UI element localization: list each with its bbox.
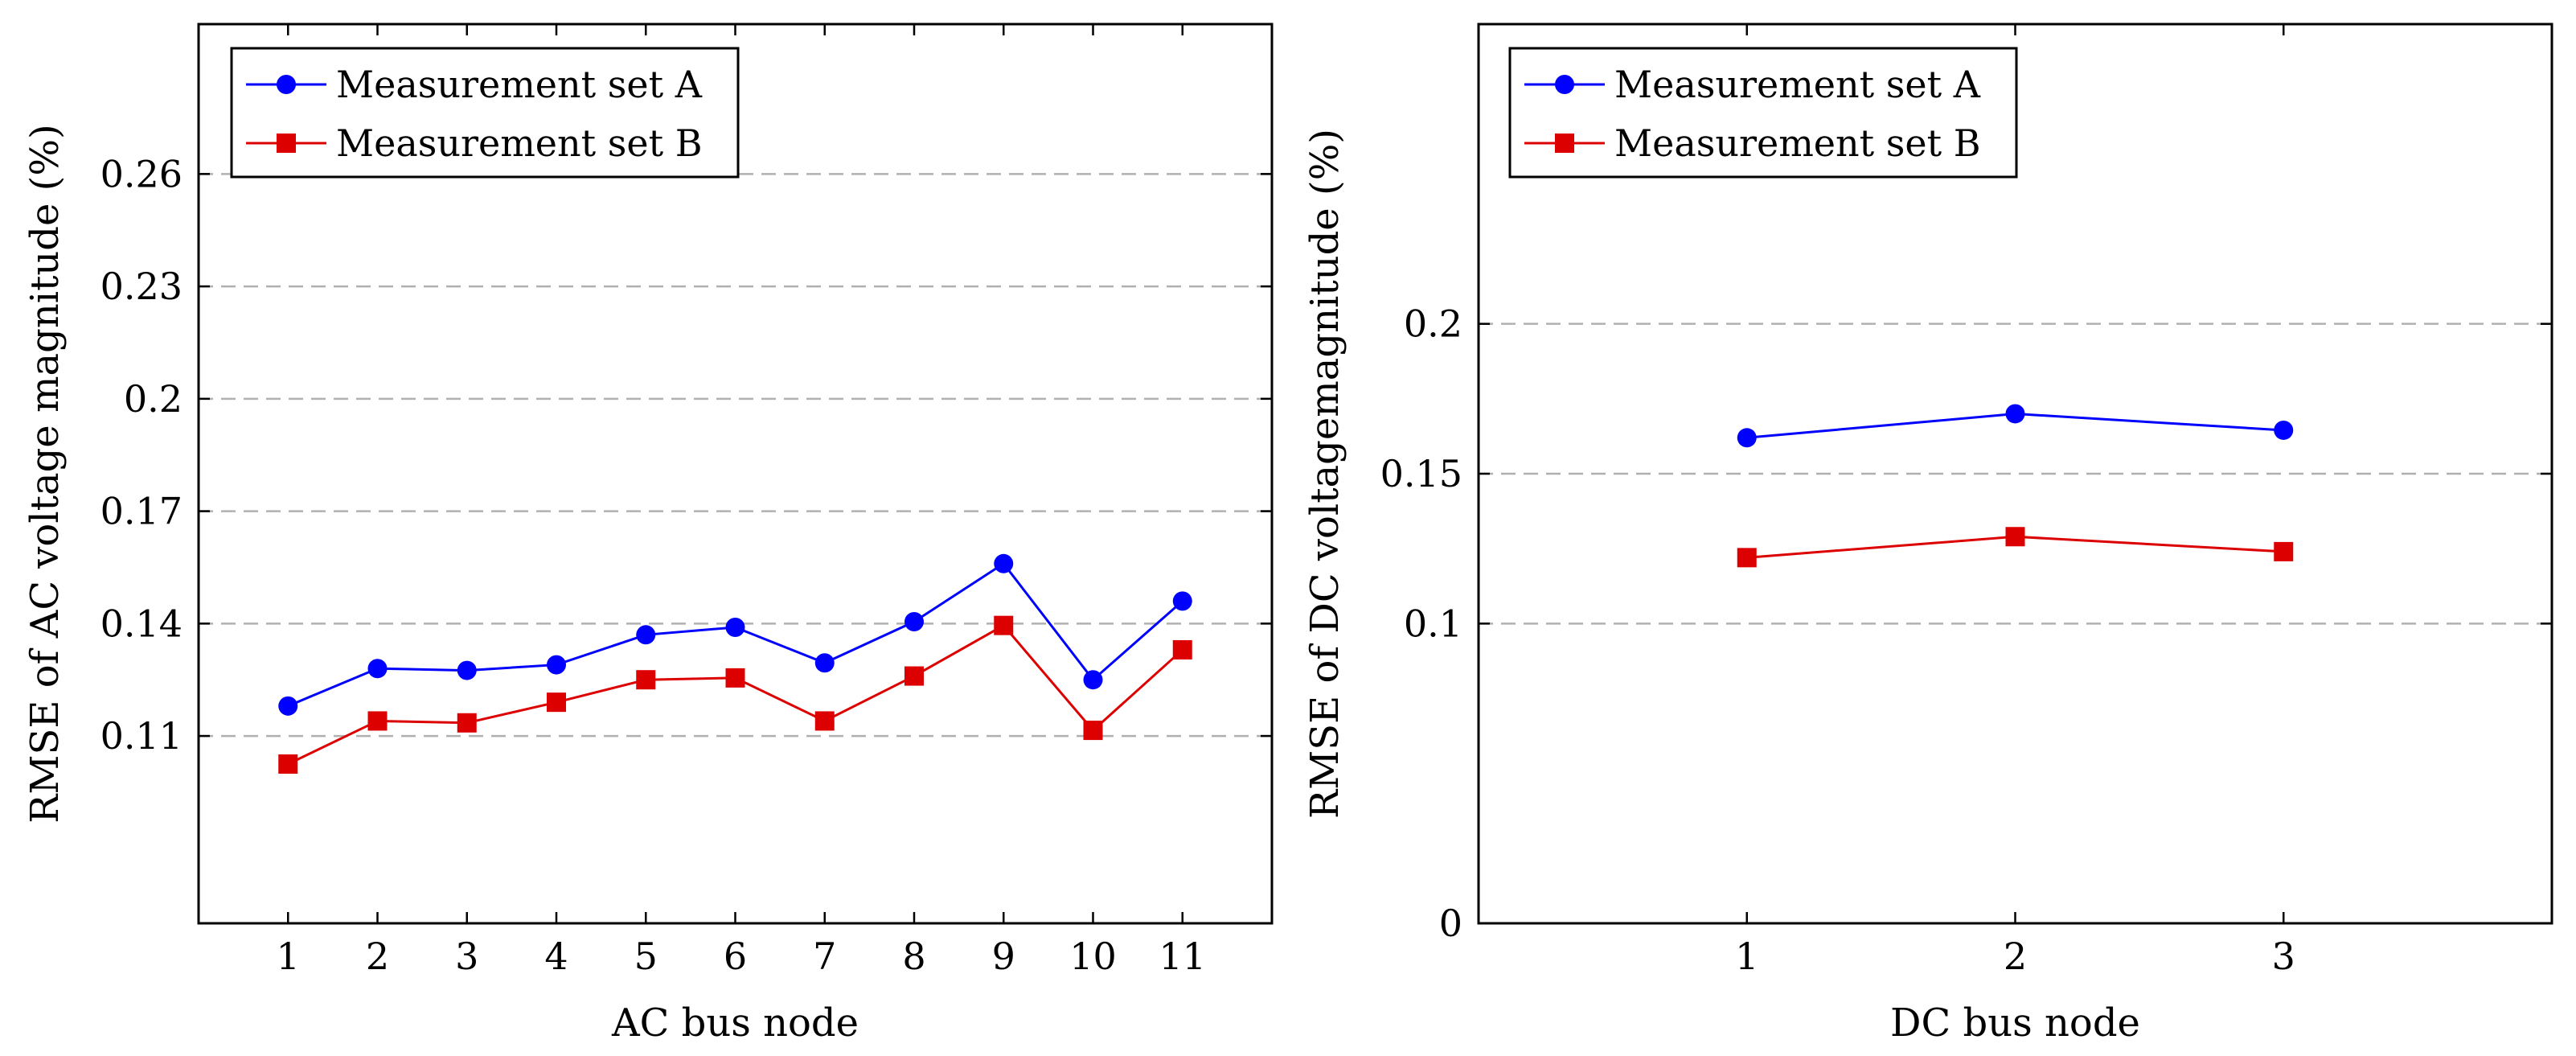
data-point-a [814,653,835,673]
legend-marker-circle [1555,75,1574,94]
x-tick-label: 8 [902,935,925,978]
data-point-b [1737,548,1757,568]
chart-panel-2: 0 0.1 0.15 0.2 1 2 3 DC bus node RMSE of DC volt… [1302,23,2553,1046]
y-tick-label: 0.14 [100,602,183,645]
data-point-b [725,668,745,688]
data-point-a [1083,670,1103,690]
legend-label: Measurement set B [336,121,703,165]
legend-marker-square [1555,134,1574,153]
data-point-a [367,659,388,679]
x-tick-label: 2 [366,935,389,978]
plot-frame [1477,23,2553,925]
legend-marker-square [277,134,296,153]
data-point-a [636,625,656,645]
x-tick-label: 9 [992,935,1015,978]
data-point-a [904,612,924,632]
x-tick-label: 3 [455,935,478,978]
x-tick-label: 4 [544,935,568,978]
data-point-a [994,553,1014,573]
series-line-b [287,623,1183,766]
plot-frame [197,23,1274,925]
x-tick-label: 1 [1735,935,1758,978]
x-tick-label: 1 [277,935,300,978]
data-point-a [2005,404,2025,424]
x-tick-label: 7 [813,935,836,978]
chart-panel-1: 0.11 0.14 0.17 0.2 0.23 0.26 1 2 3 4 5 6 7 8 9 10 11 AC b… [23,23,1274,1046]
x-tick-label: 11 [1159,935,1206,978]
data-point-b [994,615,1014,635]
y-tick-label: 0.11 [100,714,183,758]
data-point-a [278,696,298,716]
data-point-a [547,655,566,675]
data-point-b [278,754,298,775]
legend: Measurement set A Measurement set B [1508,47,2018,179]
data-point-b [636,670,656,690]
data-point-b [904,666,924,686]
data-point-b [1083,721,1103,741]
y-tick-label: 0.26 [100,152,183,195]
data-point-b [457,713,477,733]
y-axis-label: RMSE of AC voltage magnitude (%) [23,124,68,823]
y-tick-label: 0.2 [1404,302,1462,346]
data-point-a [725,617,745,637]
legend-label: Measurement set B [1614,121,1981,165]
data-point-a [1172,591,1192,611]
legend-marker-circle [277,75,296,94]
data-point-b [1172,639,1192,659]
y-axis-label: RMSE of DC voltagemagnitude (%) [1302,129,1347,819]
legend-box [1508,47,2018,179]
y-tick-label: 0.1 [1404,602,1462,645]
x-axis-label: DC bus node [1890,1001,2140,1046]
x-tick-label: 10 [1069,935,1117,978]
data-point-b [814,711,835,731]
y-tick-label: 0.2 [124,377,183,421]
x-tick-label: 5 [634,935,658,978]
data-point-b [367,711,388,731]
legend-box [230,47,740,179]
legend: Measurement set A Measurement set B [230,47,740,179]
y-tick-label: 0.23 [100,265,183,308]
legend-label: Measurement set A [336,63,703,106]
x-tick-label: 2 [2004,935,2027,978]
data-point-b [2005,527,2025,547]
x-tick-label: 3 [2272,935,2295,978]
data-point-b [547,692,566,713]
data-point-b [2274,541,2294,561]
data-point-a [2274,420,2294,440]
x-axis-label: AC bus node [611,1001,859,1046]
y-tick-label: 0.15 [1380,452,1462,495]
y-tick-label: 0 [1439,902,1462,945]
data-point-a [457,660,477,680]
y-tick-label: 0.17 [100,490,183,533]
x-tick-label: 6 [724,935,747,978]
data-point-a [1737,428,1757,448]
legend-label: Measurement set A [1614,63,1981,106]
